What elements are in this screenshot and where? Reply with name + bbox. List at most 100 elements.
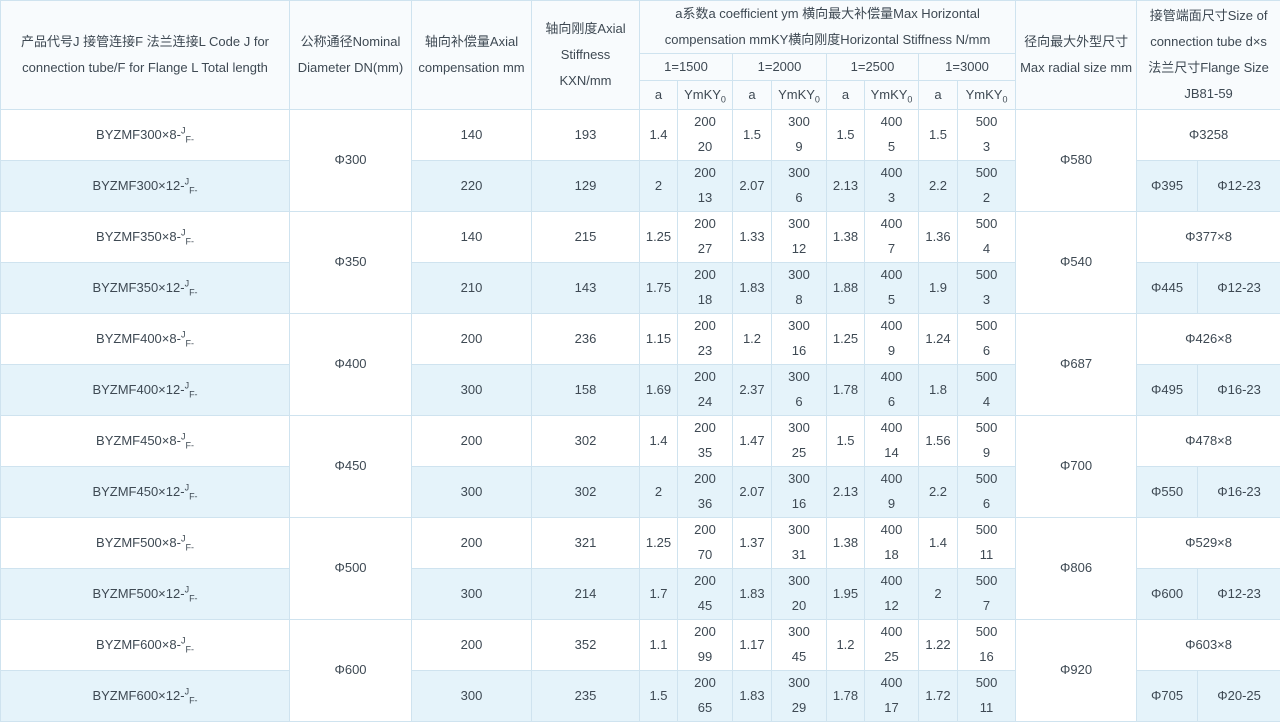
ymky-value-cell: 500 4	[956, 364, 1017, 416]
header-horizontal-group: a系数a coefficient ym 横向最大补偿量Max Horizonta…	[638, 0, 1017, 54]
ymky-value-cell: 300 9	[771, 109, 827, 161]
header-product-code: 产品代号J 接管连接F 法兰连接L Code J for connection …	[0, 0, 290, 110]
ymky-value-cell: 400 9	[864, 466, 919, 518]
product-code: BYZMF300×12-JF-	[92, 176, 198, 196]
flange-holes-cell: Φ16-23	[1197, 364, 1280, 416]
a-value-cell: 1.2	[826, 619, 865, 671]
product-code: BYZMF400×12-JF-	[92, 380, 198, 400]
flange-diameter-cell: Φ600	[1136, 568, 1199, 620]
table-row: BYZMF500×12-JF- 300 214 1.7 200 45 1.83 300 20…	[0, 568, 1280, 620]
flange-holes-cell: Φ12-23	[1197, 160, 1280, 212]
axial-stiffness-cell: 129	[531, 160, 640, 212]
a-value-cell: 1.88	[826, 262, 865, 314]
product-code-cell: BYZMF300×12-JF-	[0, 160, 290, 212]
ymky-value-cell: 200 65	[677, 670, 733, 722]
product-code-cell: BYZMF600×8-JF-	[0, 619, 290, 671]
flange-holes-cell: Φ16-23	[1197, 466, 1280, 518]
a-value-cell: 1.22	[918, 619, 958, 671]
product-code: BYZMF350×12-JF-	[92, 278, 198, 298]
product-code: BYZMF450×8-JF-	[96, 431, 194, 451]
ymky-value-cell: 400 25	[864, 619, 919, 671]
product-code-cell: BYZMF350×8-JF-	[0, 211, 290, 263]
ymky-value-cell: 200 18	[677, 262, 733, 314]
table-row: BYZMF600×8-JF- Φ600 200 352 1.1 200 99 1.17 300…	[0, 619, 1280, 722]
tube-size-cell: Φ603×8	[1136, 619, 1280, 671]
header-row-1: 产品代号J 接管连接F 法兰连接L Code J for connection …	[0, 0, 1280, 110]
dn-cell: Φ350	[289, 211, 412, 314]
header-a-2: a	[732, 80, 772, 110]
axial-compensation-cell: 300	[411, 364, 532, 416]
ymky-value-cell: 500 6	[956, 466, 1017, 518]
a-value-cell: 2.37	[732, 364, 772, 416]
table-row: BYZMF500×8-JF- Φ500 200 321 1.25 200 70 1.37 30…	[0, 517, 1280, 620]
ymky-value-cell: 500 16	[956, 619, 1017, 671]
a-value-cell: 1.17	[732, 619, 772, 671]
ymky-value-cell: 400 5	[864, 262, 919, 314]
table-row: BYZMF400×8-JF- Φ400 200 236 1.15 200 23 1.2 300…	[0, 313, 1280, 416]
header-row-2: 1=1500 1=2000 1=2500 1=3000	[1, 53, 1280, 81]
ymky-value-cell: 400 17	[864, 670, 919, 722]
ymky-value-cell: 300 12	[771, 211, 827, 263]
ymky-value-cell: 300 29	[771, 670, 827, 722]
axial-compensation-cell: 200	[411, 313, 532, 365]
dn-cell: Φ500	[289, 517, 412, 620]
axial-stiffness-cell: 321	[531, 517, 640, 569]
dn-cell: Φ450	[289, 415, 412, 518]
a-value-cell: 2.13	[826, 160, 865, 212]
axial-compensation-cell: 200	[411, 415, 532, 467]
ymky-value-cell: 500 3	[956, 262, 1017, 314]
tube-size-cell: Φ426×8	[1136, 313, 1280, 365]
tube-size-cell: Φ377×8	[1136, 211, 1280, 263]
product-code-cell: BYZMF500×8-JF-	[0, 517, 290, 569]
a-value-cell: 1.5	[826, 415, 865, 467]
ymky-value-cell: 300 31	[771, 517, 827, 569]
table-row: BYZMF600×12-JF- 300 235 1.5 200 65 1.83 300 29…	[0, 670, 1280, 722]
radial-size-cell: Φ540	[1015, 211, 1138, 314]
table-row: BYZMF350×12-JF- 210 143 1.75 200 18 1.83 300 8…	[0, 262, 1280, 314]
axial-stiffness-cell: 193	[531, 109, 640, 161]
ymky-value-cell: 500 4	[956, 211, 1017, 263]
product-code: BYZMF450×12-JF-	[92, 482, 198, 502]
axial-stiffness-cell: 235	[531, 670, 640, 722]
ymky-value-cell: 200 99	[677, 619, 733, 671]
header-ymky-1: YmKY0	[677, 80, 733, 110]
a-value-cell: 1.72	[918, 670, 958, 722]
a-value-cell: 1.5	[826, 109, 865, 161]
ymky-value-cell: 400 18	[864, 517, 919, 569]
a-value-cell: 1.36	[918, 211, 958, 263]
axial-compensation-cell: 140	[411, 109, 532, 161]
dn-cell: Φ600	[289, 619, 412, 722]
axial-stiffness-cell: 352	[531, 619, 640, 671]
product-code-cell: BYZMF500×12-JF-	[0, 568, 290, 620]
ymky-value-cell: 200 27	[677, 211, 733, 263]
header-ymky-4: YmKY0	[956, 80, 1017, 110]
radial-size-cell: Φ920	[1015, 619, 1138, 722]
ymky-value-cell: 500 3	[956, 109, 1017, 161]
dn-cell: Φ400	[289, 313, 412, 416]
a-value-cell: 1.83	[732, 262, 772, 314]
radial-size-cell: Φ687	[1015, 313, 1138, 416]
ymky-value-cell: 500 7	[956, 568, 1017, 620]
a-value-cell: 1.83	[732, 568, 772, 620]
ymky-value-cell: 200 13	[677, 160, 733, 212]
header-a-3: a	[826, 80, 865, 110]
header-axial-compensation: 轴向补偿量Axial compensation mm	[411, 0, 532, 110]
a-value-cell: 2.07	[732, 160, 772, 212]
product-code: BYZMF300×8-JF-	[96, 125, 194, 145]
a-value-cell: 1.25	[639, 211, 678, 263]
axial-compensation-cell: 300	[411, 670, 532, 722]
a-value-cell: 1.47	[732, 415, 772, 467]
table-row: BYZMF300×8-JF- Φ300 140 193 1.4 200 20 1.5 300 …	[0, 109, 1280, 212]
a-value-cell: 2	[918, 568, 958, 620]
a-value-cell: 1.5	[639, 670, 678, 722]
a-value-cell: 1.7	[639, 568, 678, 620]
a-value-cell: 1.33	[732, 211, 772, 263]
header-ymky-2: YmKY0	[771, 80, 827, 110]
a-value-cell: 1.83	[732, 670, 772, 722]
product-code: BYZMF500×12-JF-	[92, 584, 198, 604]
a-value-cell: 1.8	[918, 364, 958, 416]
flange-diameter-cell: Φ395	[1136, 160, 1199, 212]
ymky-value-cell: 300 16	[771, 466, 827, 518]
table-row: BYZMF350×8-JF- Φ350 140 215 1.25 200 27 1.33 30…	[0, 211, 1280, 314]
ymky-value-cell: 200 45	[677, 568, 733, 620]
